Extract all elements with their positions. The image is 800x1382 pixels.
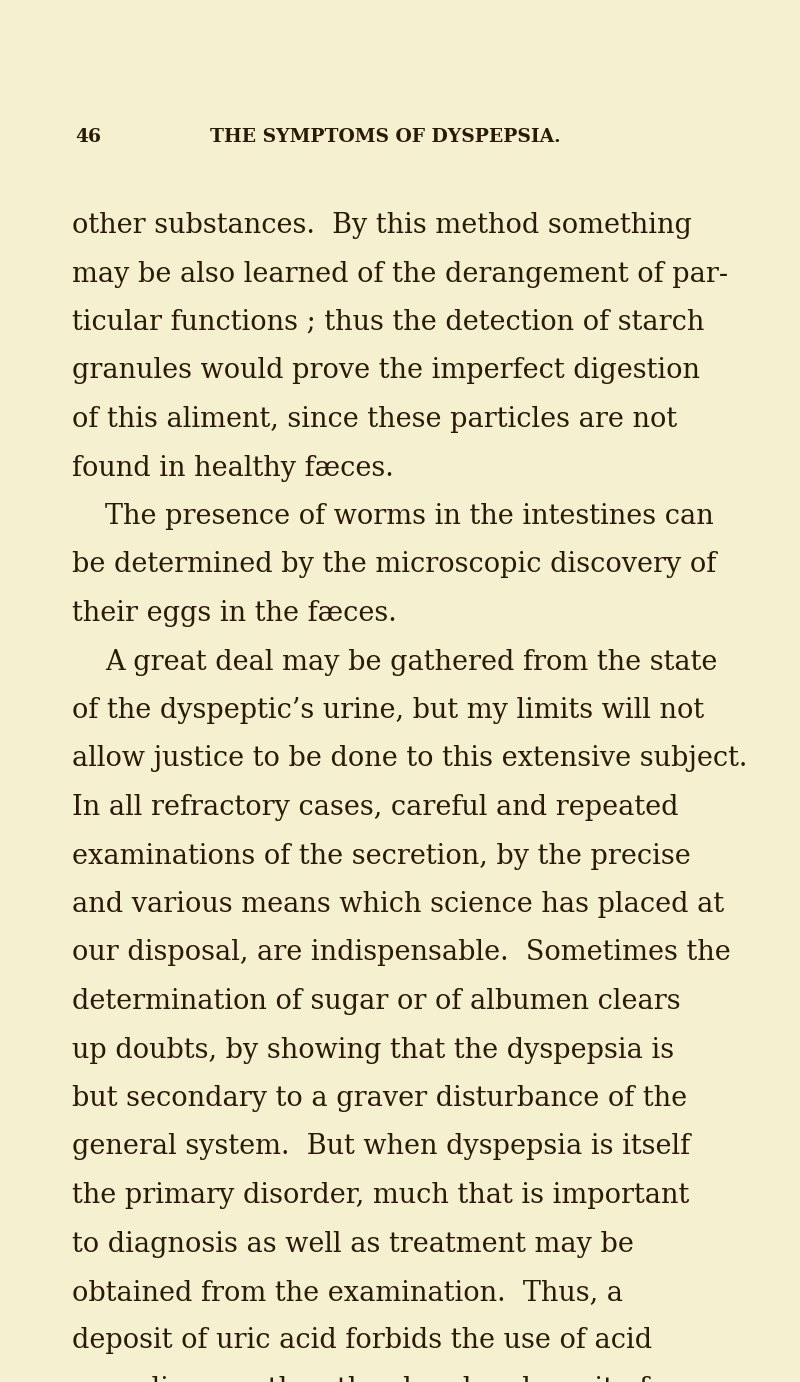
Text: general system.  But when dyspepsia is itself: general system. But when dyspepsia is it… [72,1133,690,1161]
Text: other substances.  By this method something: other substances. By this method somethi… [72,211,692,239]
Text: found in healthy fæces.: found in healthy fæces. [72,455,394,481]
Text: may be also learned of the derangement of par-: may be also learned of the derangement o… [72,260,728,287]
Text: of this aliment, since these particles are not: of this aliment, since these particles a… [72,406,677,433]
Text: 46: 46 [75,129,101,146]
Text: and various means which science has placed at: and various means which science has plac… [72,891,724,918]
Text: obtained from the examination.  Thus, a: obtained from the examination. Thus, a [72,1278,623,1306]
Text: determination of sugar or of albumen clears: determination of sugar or of albumen cle… [72,988,681,1014]
Text: be determined by the microscopic discovery of: be determined by the microscopic discove… [72,551,716,579]
Text: deposit of uric acid forbids the use of acid: deposit of uric acid forbids the use of … [72,1328,652,1354]
Text: up doubts, by showing that the dyspepsia is: up doubts, by showing that the dyspepsia… [72,1036,674,1064]
Text: ticular functions ; thus the detection of starch: ticular functions ; thus the detection o… [72,310,704,336]
Text: The presence of worms in the intestines can: The presence of worms in the intestines … [105,503,714,531]
Text: THE SYMPTOMS OF DYSPEPSIA.: THE SYMPTOMS OF DYSPEPSIA. [210,129,561,146]
Text: of the dyspeptic’s urine, but my limits will not: of the dyspeptic’s urine, but my limits … [72,697,704,724]
Text: In all refractory cases, careful and repeated: In all refractory cases, careful and rep… [72,795,678,821]
Text: to diagnosis as well as treatment may be: to diagnosis as well as treatment may be [72,1230,634,1258]
Text: but secondary to a graver disturbance of the: but secondary to a graver disturbance of… [72,1085,687,1113]
Text: granules would prove the imperfect digestion: granules would prove the imperfect diges… [72,358,700,384]
Text: examinations of the secretion, by the precise: examinations of the secretion, by the pr… [72,843,690,869]
Text: their eggs in the fæces.: their eggs in the fæces. [72,600,397,627]
Text: allow justice to be done to this extensive subject.: allow justice to be done to this extensi… [72,745,747,773]
Text: the primary disorder, much that is important: the primary disorder, much that is impor… [72,1182,690,1209]
Text: our disposal, are indispensable.  Sometimes the: our disposal, are indispensable. Sometim… [72,940,730,966]
Text: remedies ; on the other hand, a deposit of: remedies ; on the other hand, a deposit … [72,1376,649,1382]
Text: A great deal may be gathered from the state: A great deal may be gathered from the st… [105,648,718,676]
